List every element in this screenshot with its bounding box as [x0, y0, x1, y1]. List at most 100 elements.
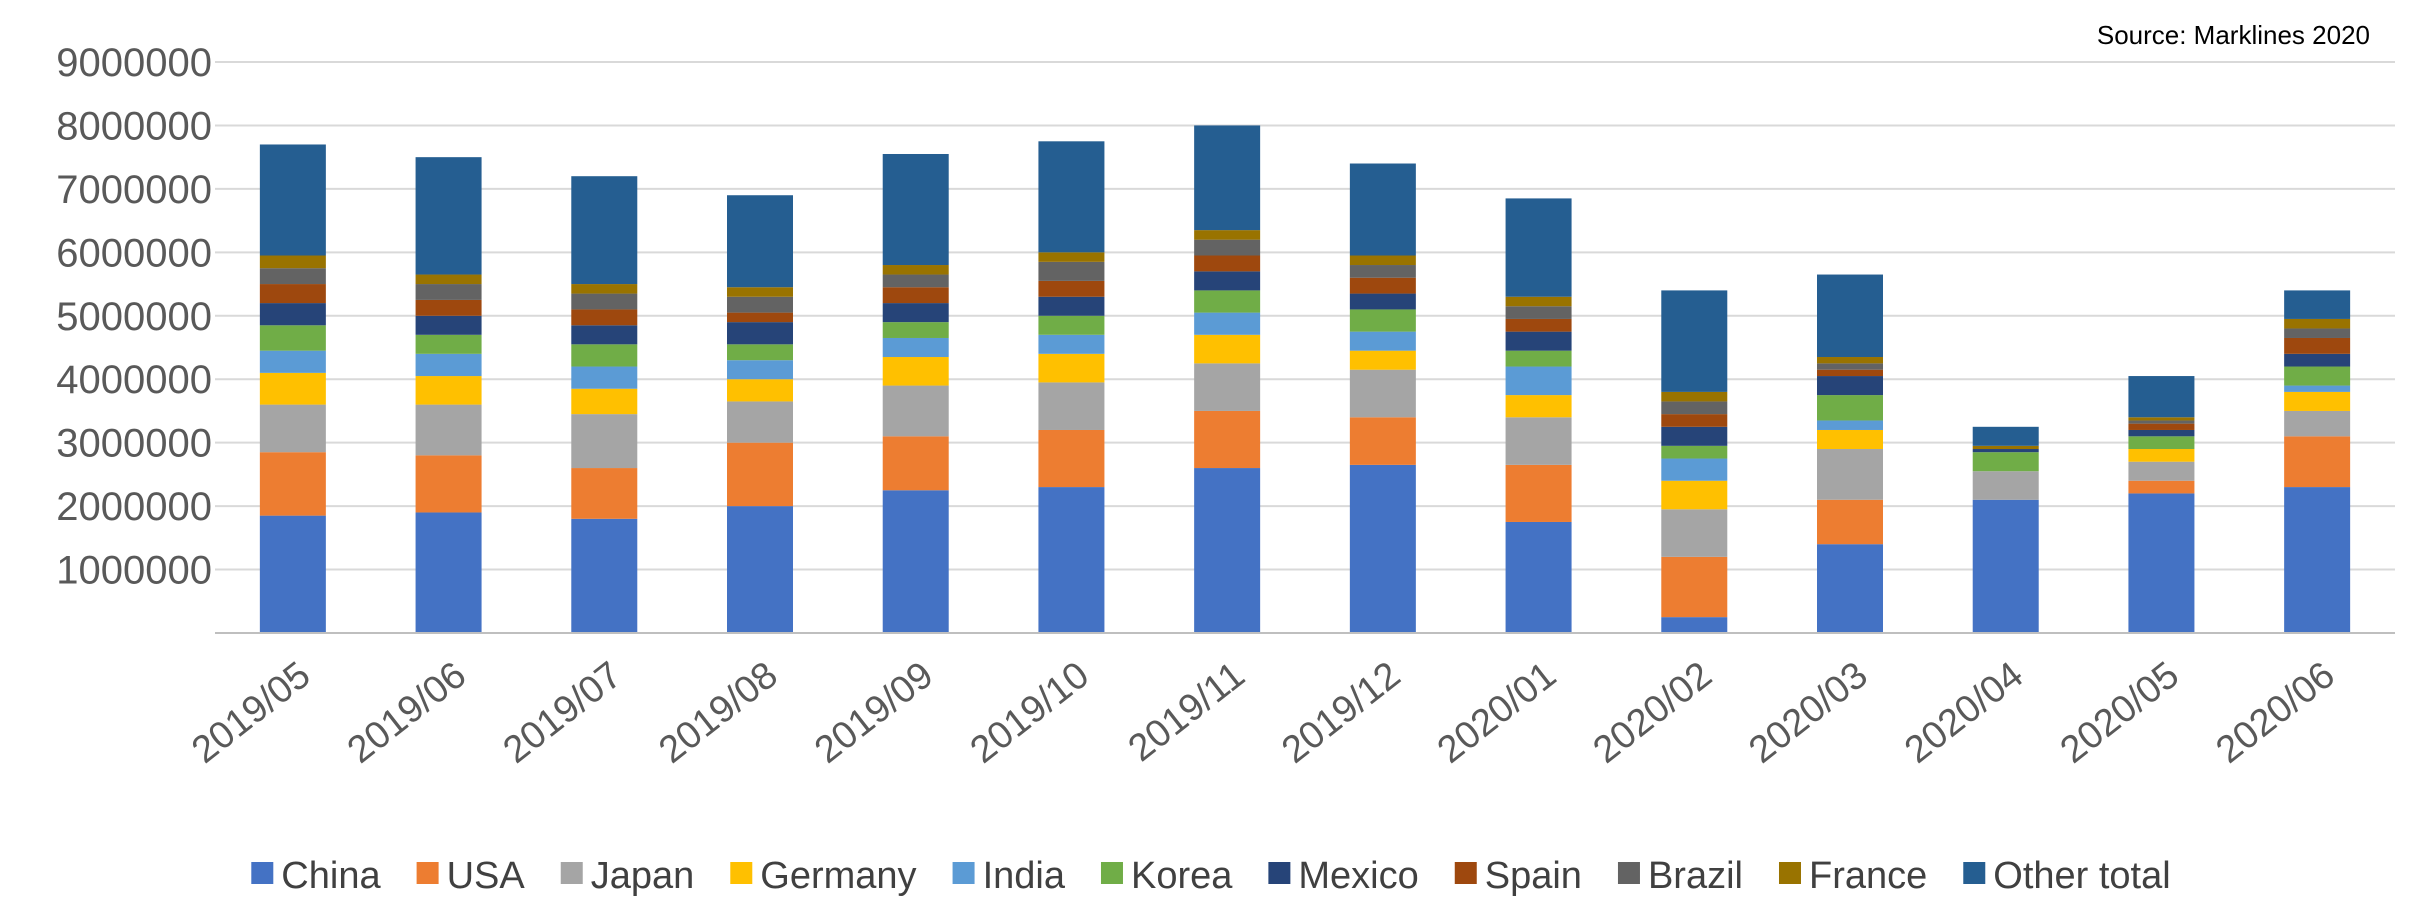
bar-segment-germany	[1817, 429, 1883, 450]
legend-label: Mexico	[1298, 855, 1418, 897]
legend-label: Spain	[1485, 855, 1582, 897]
bar-segment-korea	[259, 325, 326, 351]
x-tick-label: 2020/05	[2053, 654, 2187, 772]
bar-segment-japan	[882, 385, 949, 437]
bar-segment-india	[1349, 331, 1416, 351]
bar-segment-korea	[882, 322, 949, 338]
y-tick-label: 7000000	[56, 168, 212, 212]
x-tick-label: 2019/09	[807, 654, 941, 772]
bar-segment-mexico	[1505, 331, 1572, 351]
bar-segment-other-total	[1349, 163, 1416, 256]
bar-segment-spain	[882, 287, 949, 304]
bar-segment-other-total	[1817, 274, 1883, 358]
bar-segment-other-total	[2284, 290, 2351, 319]
bar-segment-korea	[1661, 445, 1728, 459]
x-tick-label: 2019/10	[963, 654, 1097, 772]
y-tick-label: 5000000	[56, 295, 212, 339]
bar-segment-korea	[1349, 309, 1416, 332]
x-tick-label: 2019/05	[184, 654, 318, 772]
bar-segment-brazil	[1505, 306, 1572, 319]
bar-segment-mexico	[882, 303, 949, 323]
bar-segment-china	[1194, 468, 1261, 633]
bar-segment-usa	[571, 468, 638, 519]
x-tick-label: 2020/03	[1741, 654, 1875, 772]
bar-segment-other-total	[259, 144, 326, 256]
bar-segment-china	[415, 512, 482, 633]
bar-segment-korea	[727, 344, 793, 361]
bar-segment-spain	[1194, 255, 1261, 272]
bar-segment-france	[1661, 391, 1728, 402]
bar-segment-germany	[727, 379, 793, 402]
bar-segment-other-total	[1661, 290, 1728, 392]
legend-swatch	[1454, 862, 1477, 884]
bar-segment-france	[1038, 252, 1105, 262]
y-tick-label: 6000000	[56, 231, 212, 275]
bar-segment-usa	[1817, 499, 1883, 545]
bar-segment-brazil	[259, 268, 326, 285]
bar-segment-france	[571, 284, 638, 294]
bar-segment-brazil	[2284, 328, 2351, 338]
bar-segment-china	[2128, 493, 2195, 633]
bar-segment-korea	[1817, 395, 1883, 421]
bar-segment-mexico	[2284, 353, 2351, 367]
bar-segment-france	[2284, 318, 2351, 329]
bar-segment-brazil	[1817, 363, 1883, 370]
bar-segment-mexico	[1038, 296, 1105, 316]
bar-segment-japan	[1817, 449, 1883, 500]
bar-segment-other-total	[1972, 426, 2039, 446]
bar-segment-france	[1817, 357, 1883, 364]
legend-label: Germany	[760, 855, 916, 897]
bar-segment-other-total	[2128, 376, 2195, 418]
bar-segment-spain	[1505, 318, 1572, 332]
y-axis-ticks: 1000000 2000000 3000000 4000000 5000000 60000…	[56, 41, 212, 593]
bar-segment-mexico	[727, 322, 793, 345]
bar-segment-japan	[1661, 509, 1728, 557]
legend-label: India	[983, 855, 1066, 897]
bar-segment-india	[1038, 334, 1105, 354]
legend-swatch	[952, 862, 975, 884]
bar-segment-china	[2284, 487, 2351, 633]
bar-segment-brazil	[415, 284, 482, 300]
bar-segment-korea	[571, 344, 638, 367]
bar-segment-japan	[727, 401, 793, 443]
bar-segment-other-total	[415, 157, 482, 275]
bar-segment-brazil	[727, 296, 793, 313]
bar-segment-germany	[2128, 449, 2195, 462]
bar-segment-other-total	[571, 176, 638, 285]
x-tick-label: 2019/12	[1274, 654, 1408, 772]
y-tick-label: 9000000	[56, 41, 212, 85]
bar-segment-germany	[1661, 480, 1728, 510]
bar-segment-brazil	[1349, 265, 1416, 278]
bar-segment-mexico	[415, 315, 482, 335]
bar-segment-germany	[1349, 350, 1416, 370]
bar-segment-india	[1505, 366, 1572, 396]
bar-segment-india	[571, 366, 638, 389]
bar-segment-usa	[2284, 436, 2351, 488]
bar-segment-usa	[1505, 464, 1572, 522]
bar-segment-korea	[1972, 452, 2039, 472]
bar-segment-japan	[259, 404, 326, 453]
bar-segment-mexico	[1817, 376, 1883, 396]
bar-segment-germany	[571, 388, 638, 415]
bar-segment-mexico	[571, 325, 638, 345]
bar-segment-germany	[415, 376, 482, 405]
bar-segment-germany	[1505, 395, 1572, 418]
bar-segment-usa	[1038, 429, 1105, 488]
legend-label: Brazil	[1648, 855, 1743, 897]
legend-swatch	[730, 862, 753, 884]
bar-segment-mexico	[2128, 429, 2195, 437]
bar-segment-spain	[727, 312, 793, 323]
gridlines	[215, 61, 2395, 571]
bar-segment-mexico	[1661, 426, 1728, 446]
bar-segment-brazil	[2128, 420, 2195, 424]
bar-segment-spain	[415, 299, 482, 316]
bar-segment-japan	[1038, 382, 1105, 430]
bar-segment-india	[415, 353, 482, 377]
bar-segment-korea	[2128, 436, 2195, 450]
bar-segment-brazil	[1194, 239, 1261, 256]
bar-segment-japan	[1505, 417, 1572, 465]
bars	[259, 125, 2351, 633]
bar-segment-other-total	[727, 195, 793, 288]
bar-segment-france	[1505, 296, 1572, 307]
